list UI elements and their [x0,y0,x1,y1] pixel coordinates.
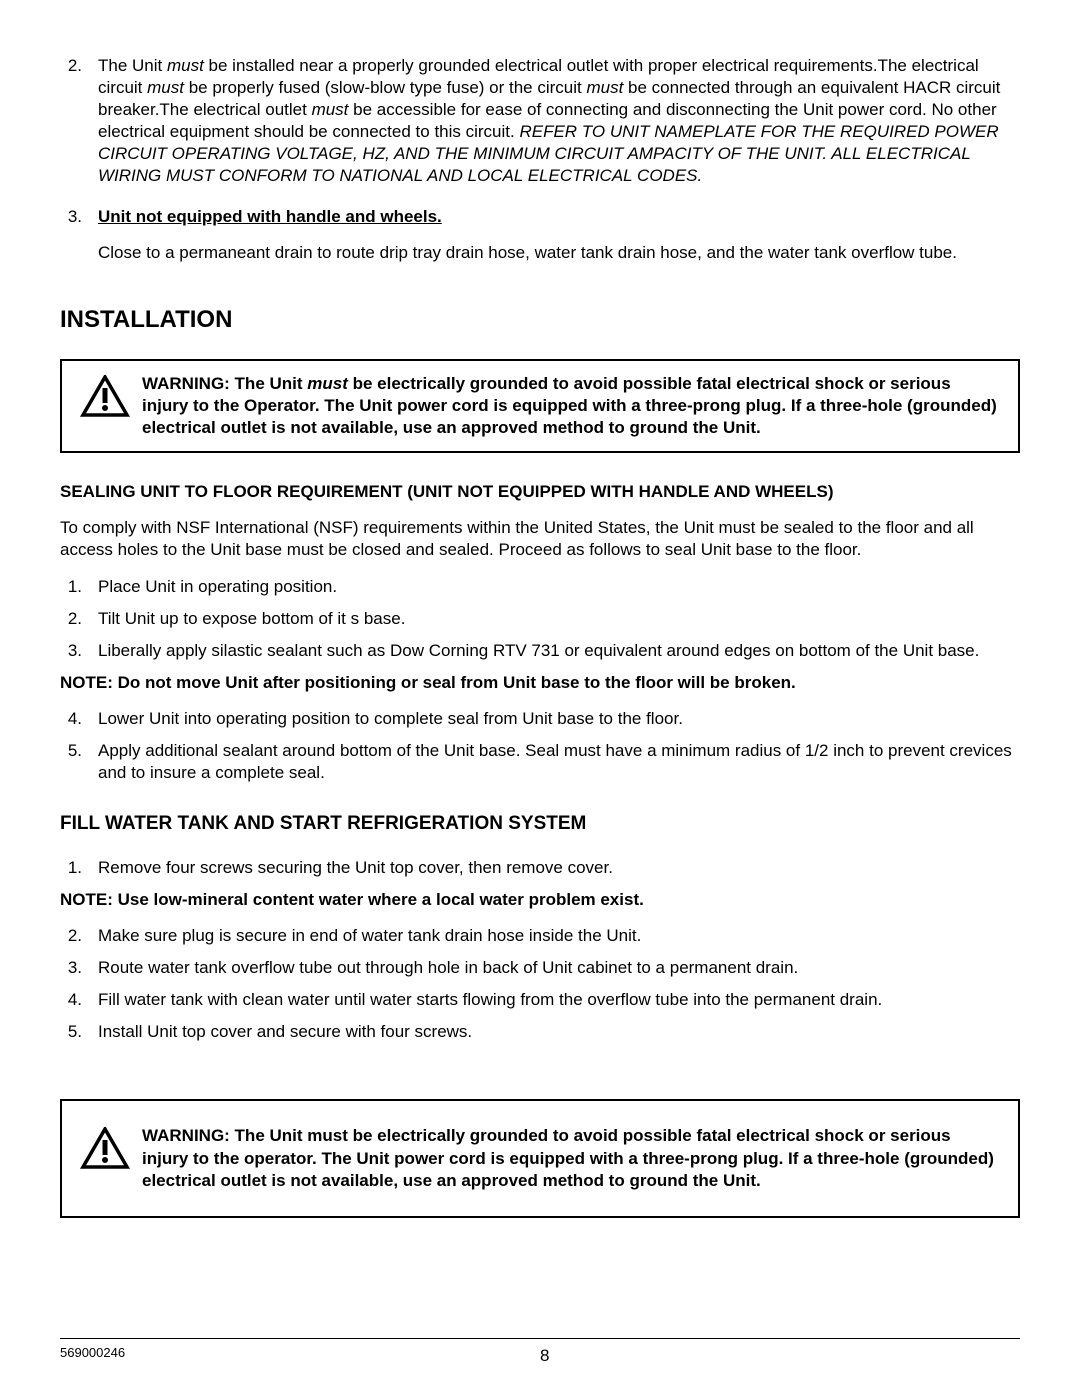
list-number: 1. [60,576,98,598]
sealing-step: 2. Tilt Unit up to expose bottom of it s… [60,608,1020,630]
sealing-step: 3. Liberally apply silastic sealant such… [60,640,1020,662]
must-text: must [307,374,348,393]
installation-heading: INSTALLATION [60,304,1020,335]
sealing-heading: SEALING UNIT TO FLOOR REQUIREMENT (UNIT … [60,481,1020,503]
must-text: must [147,78,184,97]
warning-box: WARNING: The Unit must be electrically g… [60,359,1020,453]
note-text: NOTE: Do not move Unit after positioning… [60,672,1020,694]
list-number: 3. [60,206,98,264]
step-text: Make sure plug is secure in end of water… [98,925,1020,947]
warning-label: WARNING: The Unit [142,374,307,393]
list-number: 4. [60,989,98,1011]
step-text: Remove four screws securing the Unit top… [98,857,1020,879]
warning-icon [80,375,130,419]
list-number: 5. [60,1021,98,1043]
fill-step: 3. Route water tank overflow tube out th… [60,957,1020,979]
warning-row: WARNING: The Unit must be electrically g… [80,1125,1000,1191]
fill-heading: FILL WATER TANK AND START REFRIGERATION … [60,812,1020,837]
step-text: Fill water tank with clean water until w… [98,989,1020,1011]
text: be properly fused (slow-blow type fuse) … [184,78,587,97]
text: The Unit [98,56,167,75]
must-text: must [586,78,623,97]
item3-body: Close to a permaneant drain to route dri… [98,242,1020,264]
step-text: Tilt Unit up to expose bottom of it s ba… [98,608,1020,630]
list-number: 5. [60,740,98,784]
sealing-step: 4. Lower Unit into operating position to… [60,708,1020,730]
must-text: must [167,56,204,75]
list-content: Unit not equipped with handle and wheels… [98,206,1020,264]
list-number: 2. [60,925,98,947]
list-content: The Unit must be installed near a proper… [98,55,1020,188]
footer-docnum: 569000246 [60,1345,540,1367]
list-number: 2. [60,608,98,630]
fill-step: 5. Install Unit top cover and secure wit… [60,1021,1020,1043]
must-text: must [312,100,349,119]
step-text: Liberally apply silastic sealant such as… [98,640,1020,662]
fill-step: 2. Make sure plug is secure in end of wa… [60,925,1020,947]
list-item-2: 2. The Unit must be installed near a pro… [60,55,1020,188]
list-item-3: 3. Unit not equipped with handle and whe… [60,206,1020,264]
step-text: Install Unit top cover and secure with f… [98,1021,1020,1043]
warning-text: WARNING: The Unit must be electrically g… [80,373,1000,439]
item3-heading: Unit not equipped with handle and wheels… [98,206,1020,228]
list-number: 3. [60,957,98,979]
list-number: 3. [60,640,98,662]
note-text: NOTE: Use low-mineral content water wher… [60,889,1020,911]
warning-row: WARNING: The Unit must be electrically g… [80,373,1000,439]
list-number: 2. [60,55,98,188]
footer: 569000246 8 [60,1338,1020,1367]
warning-icon [80,1127,130,1171]
sealing-step: 5. Apply additional sealant around botto… [60,740,1020,784]
step-text: Route water tank overflow tube out throu… [98,957,1020,979]
list-number: 1. [60,857,98,879]
fill-step: 1. Remove four screws securing the Unit … [60,857,1020,879]
step-text: Place Unit in operating position. [98,576,1020,598]
footer-page: 8 [540,1345,549,1367]
sealing-step: 1. Place Unit in operating position. [60,576,1020,598]
warning-text: WARNING: The Unit must be electrically g… [80,1125,1000,1191]
list-number: 4. [60,708,98,730]
sealing-body: To comply with NSF International (NSF) r… [60,517,1020,561]
step-text: Apply additional sealant around bottom o… [98,740,1020,784]
warning-box: WARNING: The Unit must be electrically g… [60,1099,1020,1217]
step-text: Lower Unit into operating position to co… [98,708,1020,730]
fill-step: 4. Fill water tank with clean water unti… [60,989,1020,1011]
